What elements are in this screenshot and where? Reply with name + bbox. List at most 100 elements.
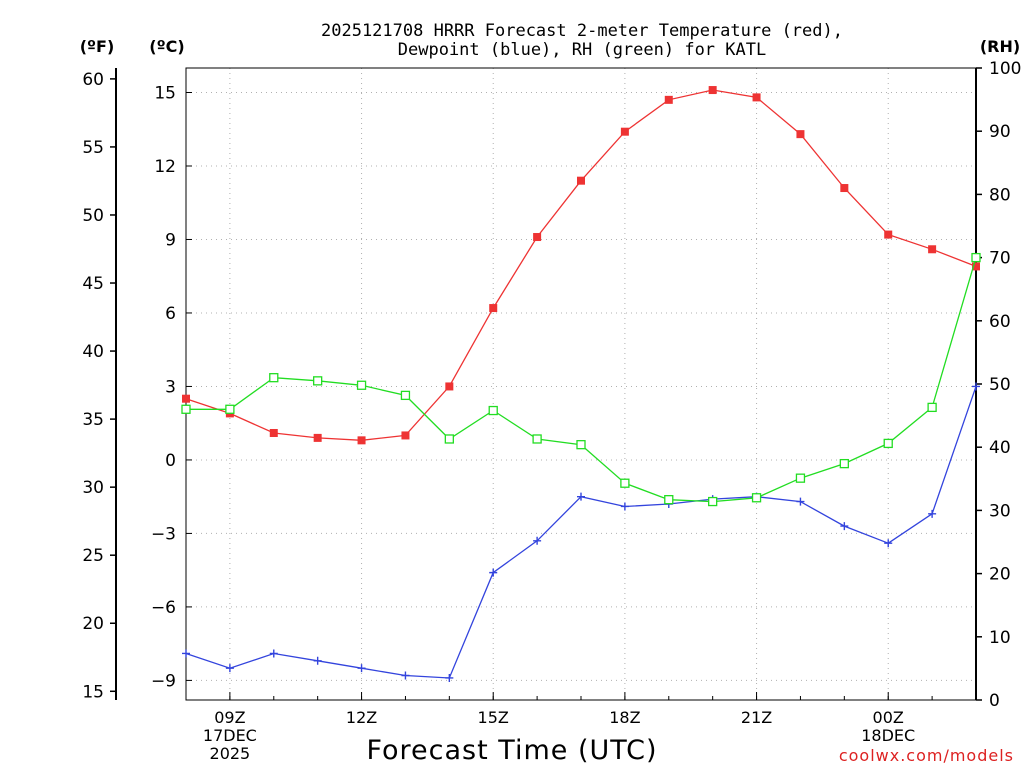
axes: 15202530354045505560−9−6−303691215010203… [82, 59, 1021, 763]
rh-point [927, 402, 937, 413]
x-axis-title: Forecast Time (UTC) [366, 735, 657, 766]
dewpoint-point [357, 664, 366, 673]
dewpoint-point [489, 568, 498, 577]
dewpoint-point [533, 536, 542, 545]
fahrenheit-tick-label: 20 [82, 614, 104, 634]
2-meter-temperature-point [620, 127, 629, 136]
fahrenheit-tick-label: 35 [82, 410, 104, 430]
fahrenheit-tick-label: 60 [82, 70, 104, 90]
series-layer [181, 86, 981, 682]
rh-tick-label: 40 [989, 438, 1011, 458]
rh-series [181, 252, 981, 507]
rh-tick-label: 60 [989, 312, 1011, 332]
rh-point [225, 404, 235, 414]
celsius-tick-label: 6 [165, 304, 176, 324]
dewpoint-point [884, 539, 893, 548]
2-meter-temperature-point [796, 130, 805, 139]
dewpoint-point [401, 671, 410, 680]
rh-point [181, 404, 191, 414]
dewpoint-point [445, 673, 454, 682]
celsius-unit-label: (ºC) [149, 37, 184, 56]
fahrenheit-tick-label: 40 [82, 342, 104, 362]
plot-frame [185, 67, 977, 701]
2-meter-temperature-point [533, 233, 542, 242]
x-tick-label: 12Z [346, 708, 377, 727]
grid-lines [186, 68, 976, 700]
2-meter-temperature-point [972, 262, 980, 271]
2-meter-temperature-point [445, 382, 454, 391]
dewpoint-point [225, 664, 234, 673]
celsius-tick-label: 9 [165, 230, 176, 250]
rh-line [186, 257, 977, 503]
dewpoint-point [928, 509, 937, 518]
chart-title-line1: 2025121708 HRRR Forecast 2-meter Tempera… [321, 21, 843, 41]
2-meter-temperature-point [182, 394, 190, 403]
fahrenheit-tick-label: 25 [82, 546, 104, 566]
2-meter-temperature-point [840, 184, 849, 193]
rh-tick-label: 70 [989, 249, 1011, 269]
credit-label: coolwx.com/models [839, 746, 1014, 765]
rh-point [313, 376, 323, 386]
2-meter-temperature-point [708, 86, 717, 95]
rh-point [795, 473, 806, 483]
2-meter-temperature-point [577, 176, 585, 185]
fahrenheit-tick-label: 15 [82, 682, 104, 702]
fahrenheit-tick-label: 45 [82, 274, 104, 294]
dewpoint-series [182, 382, 980, 682]
dewpoint-point [182, 649, 190, 658]
x-tick-label: 17DEC [203, 726, 257, 745]
x-tick-label: 00Z [873, 708, 904, 727]
fahrenheit-tick-label: 30 [82, 478, 104, 498]
fahrenheit-unit-label: (ºF) [80, 37, 115, 56]
2-meter-temperature-line [185, 89, 977, 441]
rh-point [400, 390, 411, 401]
2-meter-temperature-point [752, 93, 761, 102]
dewpoint-point [313, 656, 322, 665]
2-meter-temperature-series [182, 86, 980, 445]
x-tick-label: 18DEC [861, 726, 915, 745]
rh-point [576, 440, 586, 450]
x-tick-label: 2025 [210, 744, 251, 763]
2-meter-temperature-point [401, 431, 410, 440]
dewpoint-point [269, 649, 278, 658]
celsius-tick-label: −3 [151, 524, 176, 544]
2-meter-temperature-point [313, 433, 322, 442]
rh-tick-label: 10 [989, 628, 1011, 648]
rh-point [488, 405, 498, 416]
2-meter-temperature-point [664, 95, 673, 104]
fahrenheit-tick-label: 55 [82, 138, 104, 158]
x-tick-label: 09Z [214, 708, 245, 727]
rh-point [269, 373, 279, 383]
celsius-tick-label: 3 [165, 377, 176, 397]
celsius-tick-label: −9 [151, 671, 176, 691]
x-tick-label: 18Z [609, 708, 640, 727]
2-meter-temperature-point [928, 245, 937, 254]
rh-tick-label: 80 [989, 185, 1011, 205]
rh-point [664, 495, 674, 505]
dewpoint-line [185, 386, 977, 679]
dewpoint-point [972, 382, 980, 391]
rh-point [444, 434, 454, 444]
dewpoint-point [577, 492, 585, 501]
dewpoint-point [840, 522, 849, 531]
chart-title-line2: Dewpoint (blue), RH (green) for KATL [398, 40, 766, 60]
celsius-tick-label: 0 [165, 451, 176, 471]
rh-point [751, 493, 762, 503]
rh-tick-label: 90 [989, 122, 1011, 142]
rh-point [532, 434, 542, 444]
rh-point [620, 478, 630, 488]
dewpoint-point [796, 497, 805, 506]
rh-tick-label: 50 [989, 375, 1011, 395]
rh-tick-label: 0 [989, 691, 1000, 711]
dewpoint-point [620, 502, 629, 511]
fahrenheit-tick-label: 50 [82, 206, 104, 226]
x-tick-label: 15Z [478, 708, 509, 727]
2-meter-temperature-point [269, 428, 278, 437]
celsius-tick-label: 12 [154, 157, 176, 177]
rh-point [839, 458, 849, 469]
2-meter-temperature-point [489, 304, 498, 313]
rh-tick-label: 100 [989, 59, 1021, 79]
rh-point [356, 380, 367, 390]
celsius-tick-label: 15 [154, 83, 176, 103]
